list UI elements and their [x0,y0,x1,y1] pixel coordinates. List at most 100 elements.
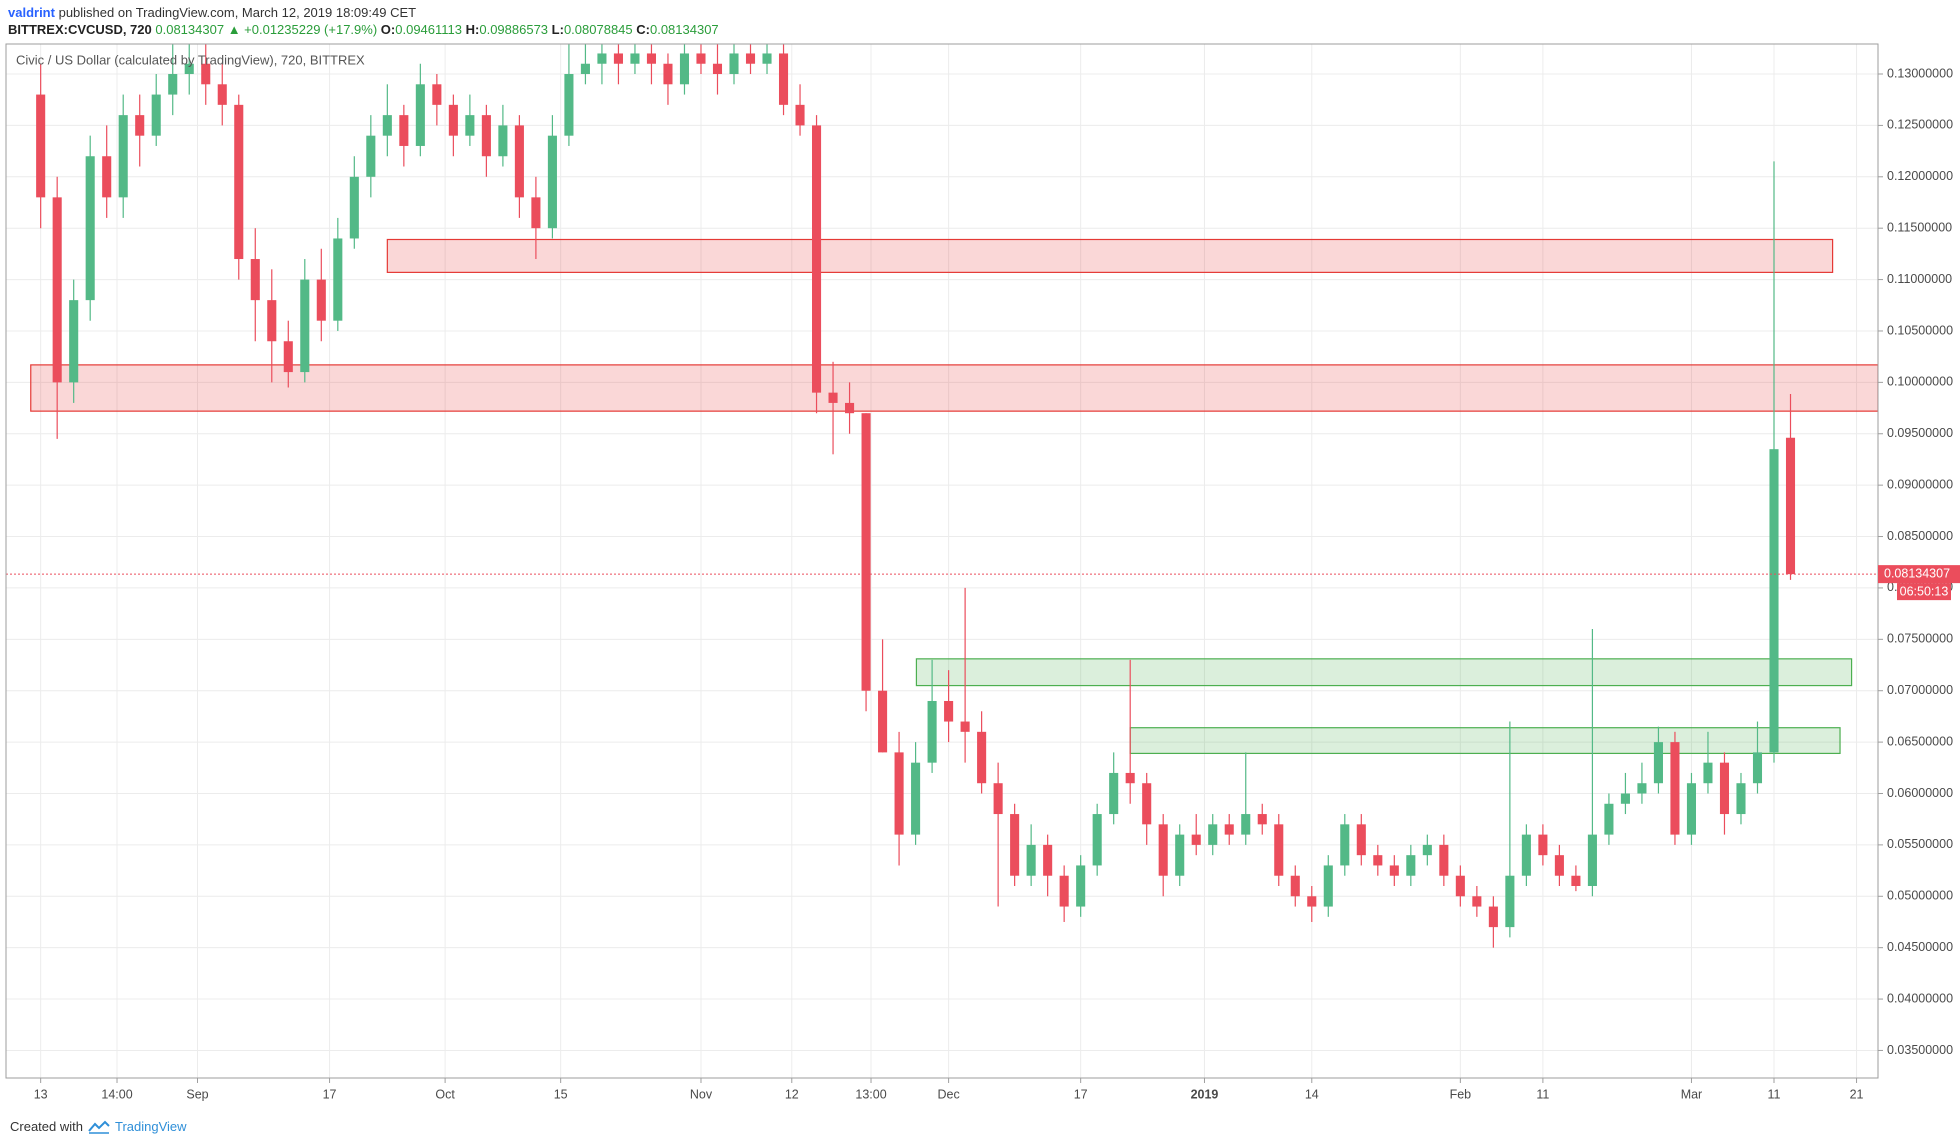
candle-body [1439,844,1449,876]
y-tick-label: 0.12500000 [1887,118,1953,132]
y-tick-label: 0.10000000 [1887,375,1953,389]
candle-body [283,341,293,373]
candle-body [1224,824,1234,835]
countdown: 06:50:13 [1900,584,1949,598]
candle-body [1043,844,1053,876]
candle-body [1719,762,1730,815]
candle-body [1092,814,1102,866]
candle-body [927,700,937,763]
candle-body [679,53,690,85]
y-tick-label: 0.08500000 [1887,529,1953,543]
y-tick-label: 0.13000000 [1887,66,1953,80]
candle-body [1257,814,1267,825]
zone [1129,727,1841,755]
axes: 0.03500000 0.04000000 0.04500000 0.05000000… [34,66,1960,1101]
candle-body [135,115,145,136]
candle-body [1406,855,1416,876]
candle-body [465,115,475,136]
x-tick-label: Dec [937,1087,959,1101]
y-tick-label: 0.04000000 [1887,991,1953,1005]
open-value: 0.09461113 [395,22,463,37]
candle-body [366,135,376,177]
y-tick-label: 0.07500000 [1887,632,1953,646]
candle-body [267,300,277,342]
candle-body [1604,803,1614,835]
candle-body [1653,742,1663,784]
y-tick-label: 0.12000000 [1887,169,1953,183]
candle-body [69,300,79,383]
candle-body [349,176,359,239]
footer: Created with TradingView [10,1119,187,1134]
candle-body [1356,824,1366,856]
candle-body [151,94,161,136]
price-label-box [1878,565,1960,584]
candle-body [168,74,178,95]
low-label: L: [551,22,564,37]
candle-body [1554,855,1564,876]
candle-body [1125,772,1135,784]
candle-body [1274,824,1284,876]
brand[interactable]: TradingView [114,1119,187,1134]
candle-body [613,53,623,64]
candle-body [580,63,590,75]
candle-body [1736,783,1746,815]
x-tick-label: 2019 [1191,1087,1219,1101]
x-tick-label: 13 [34,1087,48,1101]
candle-body [1637,783,1647,794]
candle-body [812,125,822,393]
candle-body [1752,752,1763,784]
grid [6,44,1878,1078]
candle-body [878,690,888,753]
candle-body [630,53,640,64]
candle-body [514,125,524,198]
candle-body [1422,844,1432,856]
candle-body [778,53,789,105]
candle-body [696,53,706,64]
candle-body [1208,824,1218,845]
candle-body [481,115,491,157]
candle-body [498,125,508,157]
candle-body [1323,865,1333,907]
zone [30,364,1878,412]
candle-body [1703,762,1713,784]
candle-body [762,53,772,64]
y-tick-label: 0.09500000 [1887,426,1953,440]
candle-body [1307,896,1317,907]
candle-body [745,53,756,64]
candle-body [36,94,46,198]
candle-body [944,700,954,722]
candle-body [1290,875,1300,897]
candle-body [1241,814,1251,835]
quote-line: BITTREX:CVCUSD, 720 0.08134307 ▲ +0.0123… [8,21,719,38]
candle-body [1455,875,1465,897]
candle-body [1142,783,1152,825]
candle-body [1670,742,1680,835]
plot-area [6,44,1878,948]
published: published on TradingView.com, March 12, … [58,5,417,20]
candle-body [448,104,458,136]
x-tick-label: 17 [1074,1087,1088,1101]
candle-body [1059,875,1069,907]
price-label: 0.08134307 [1884,566,1950,580]
candle-body [52,197,62,383]
y-tick-label: 0.06500000 [1887,734,1953,748]
candle-body [234,104,244,260]
countdown-box [1897,583,1951,601]
candle-body [1076,865,1086,907]
logo [88,1120,110,1134]
candle-body [1191,834,1201,845]
candle-body [1026,844,1036,876]
candle-body [1587,834,1597,887]
candle-body [1010,814,1020,876]
candle-body [1340,824,1350,866]
candle-body [201,63,211,85]
author[interactable]: valdrint [8,5,55,20]
plot-border [5,43,1879,1079]
candle-body [712,63,723,75]
footer-text: Created with [10,1119,83,1134]
candle-body [316,279,326,321]
candle-body [828,392,838,403]
close-value: 0.08134307 [649,22,719,37]
x-tick-label: 13:00 [855,1087,886,1101]
